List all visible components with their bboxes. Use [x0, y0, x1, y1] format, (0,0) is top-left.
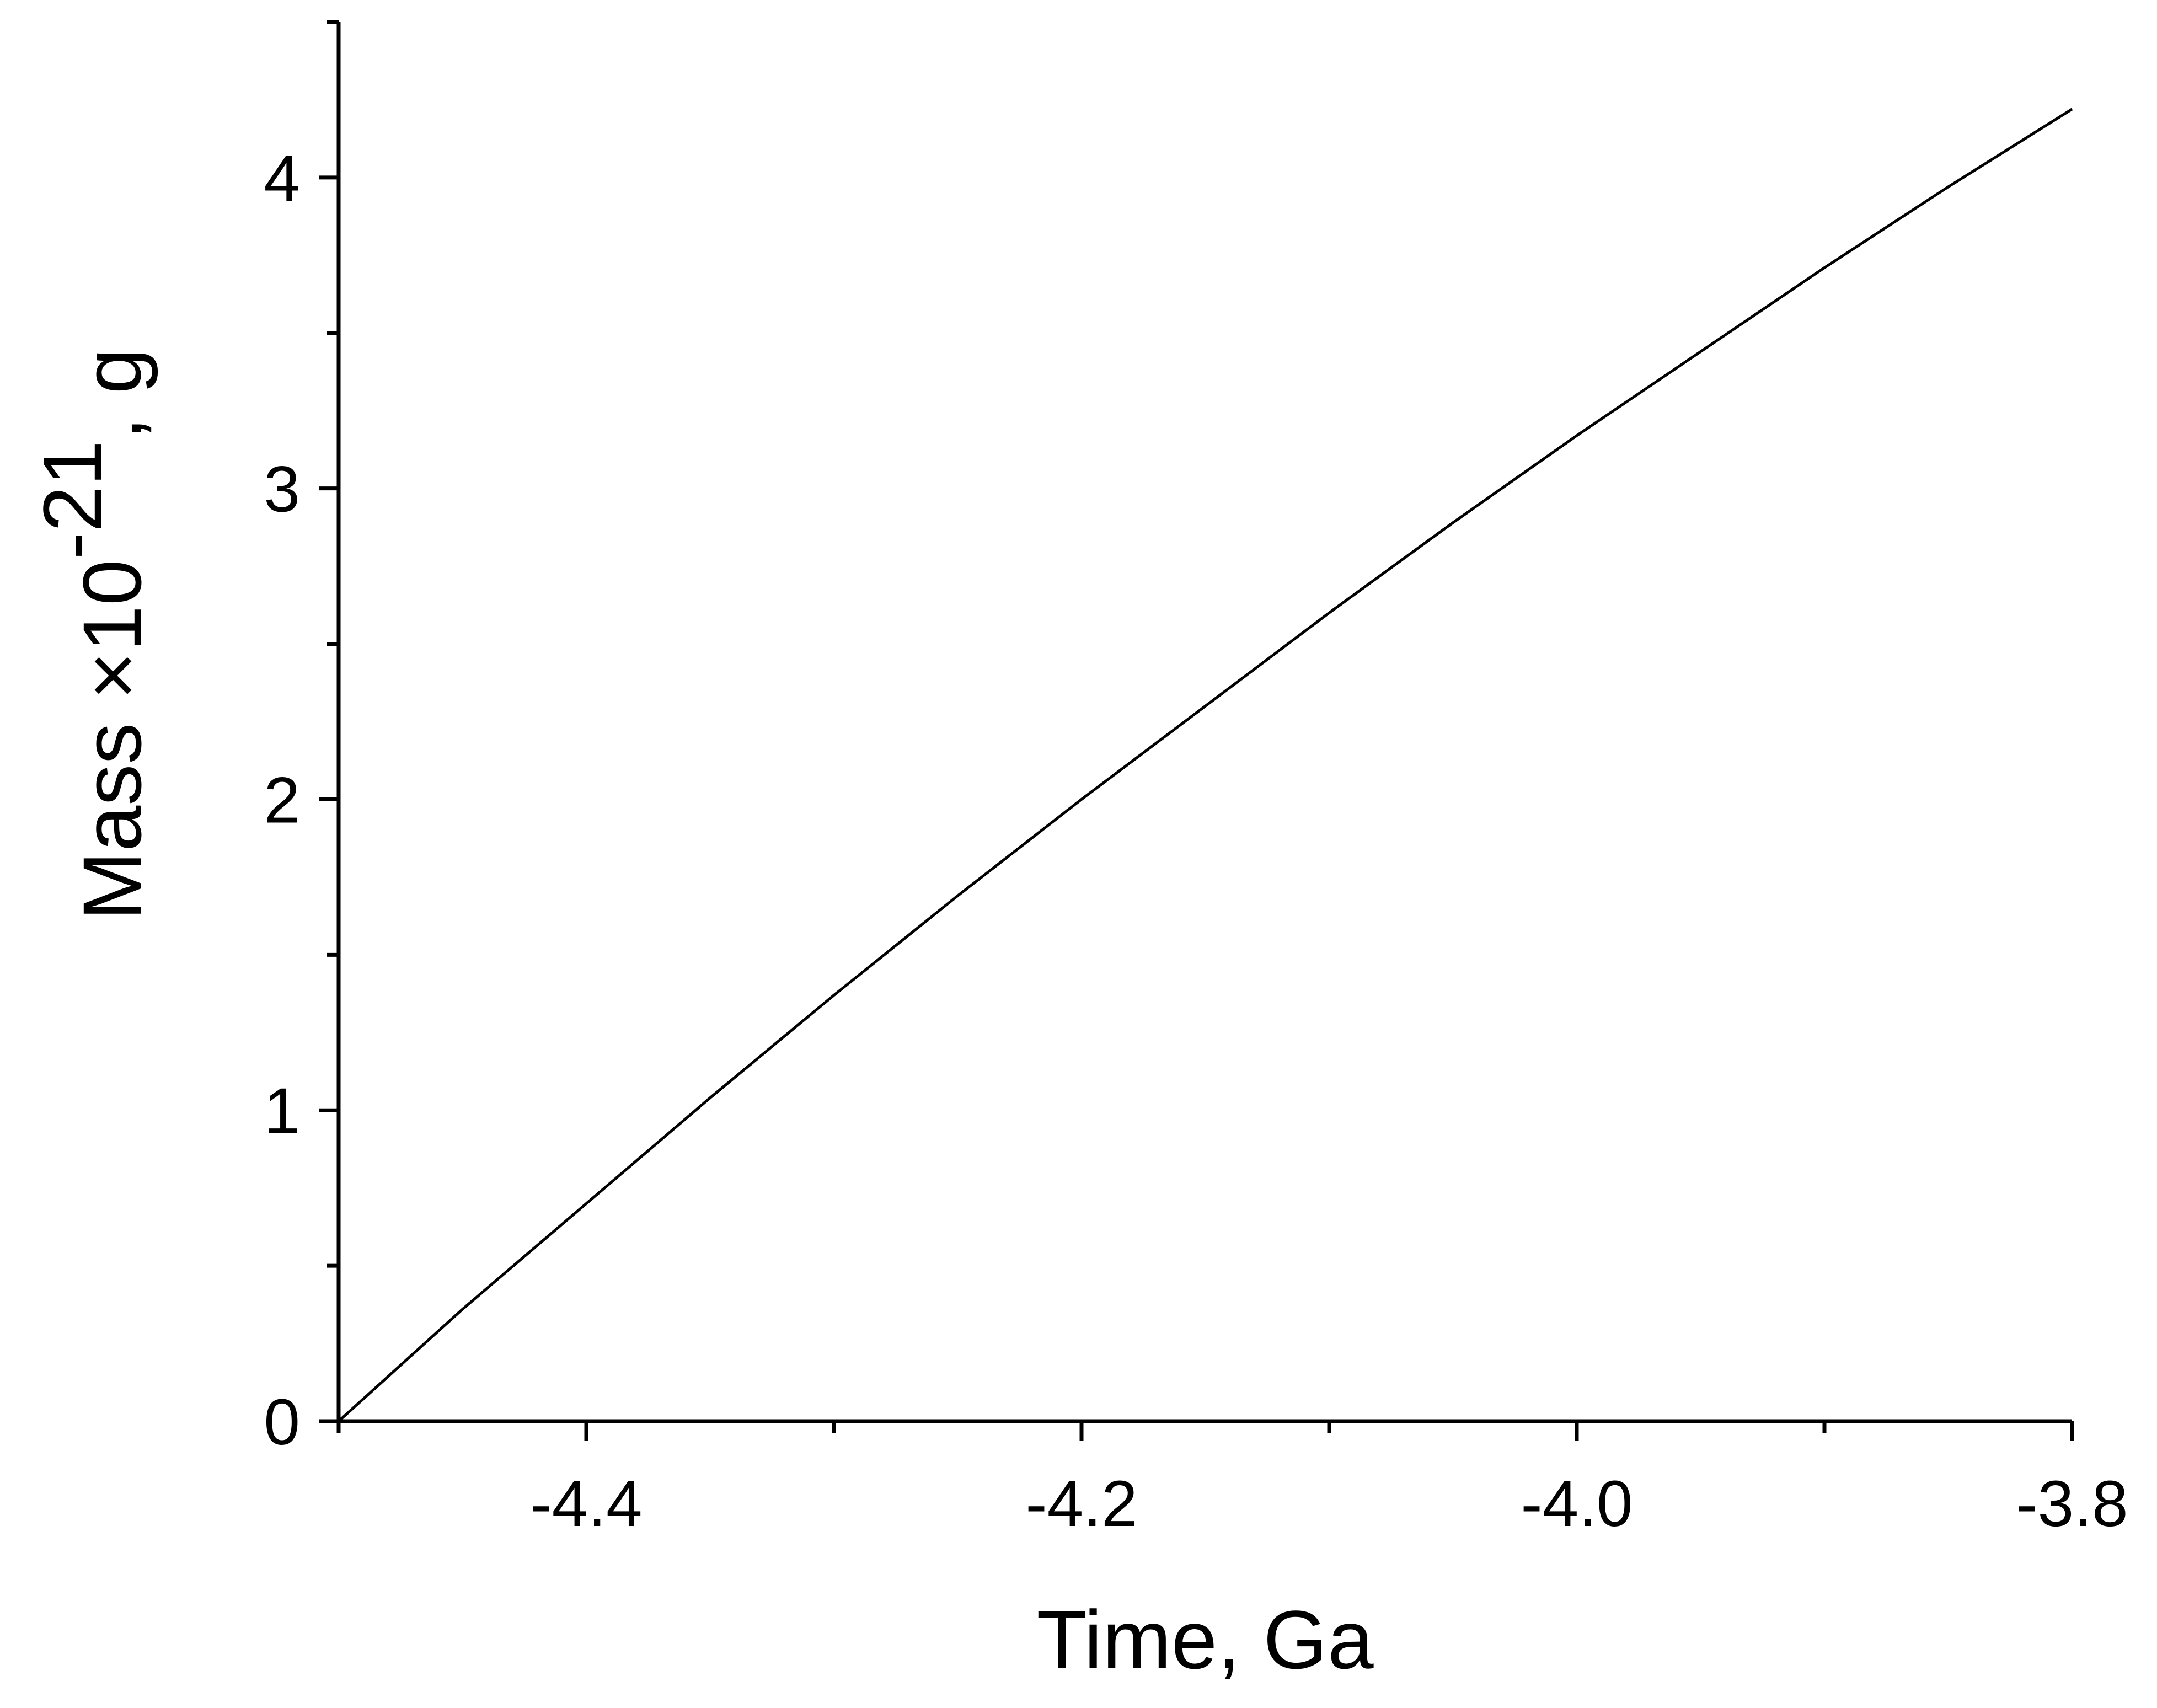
y-axis-title-main: Mass ×10: [66, 560, 158, 921]
series-line: [338, 108, 2073, 1422]
y-tick-label: 0: [264, 1386, 300, 1459]
y-axis-title: Mass ×10-21, g: [26, 348, 158, 920]
x-tick-label: -3.8: [2016, 1468, 2128, 1540]
y-tick-label: 1: [264, 1075, 300, 1148]
data-series: [338, 108, 2073, 1422]
x-axis-title: Time, Ga: [1036, 1593, 1374, 1686]
y-tick-label: 3: [264, 453, 300, 526]
axis-ticks: [319, 20, 2074, 1441]
x-tick-label: -4.0: [1521, 1468, 1633, 1540]
y-tick-label: 4: [264, 142, 300, 215]
x-tick-label: -4.4: [530, 1468, 642, 1540]
x-tick-label: -4.2: [1025, 1468, 1137, 1540]
y-axis-title-unit: , g: [66, 348, 158, 440]
y-axis-title-exponent: -21: [26, 440, 119, 560]
y-tick-label: 2: [264, 764, 300, 837]
axis-tick-labels: -4.4 -4.2 -4.0 -3.8 0 1 2 3 4: [264, 142, 2128, 1540]
